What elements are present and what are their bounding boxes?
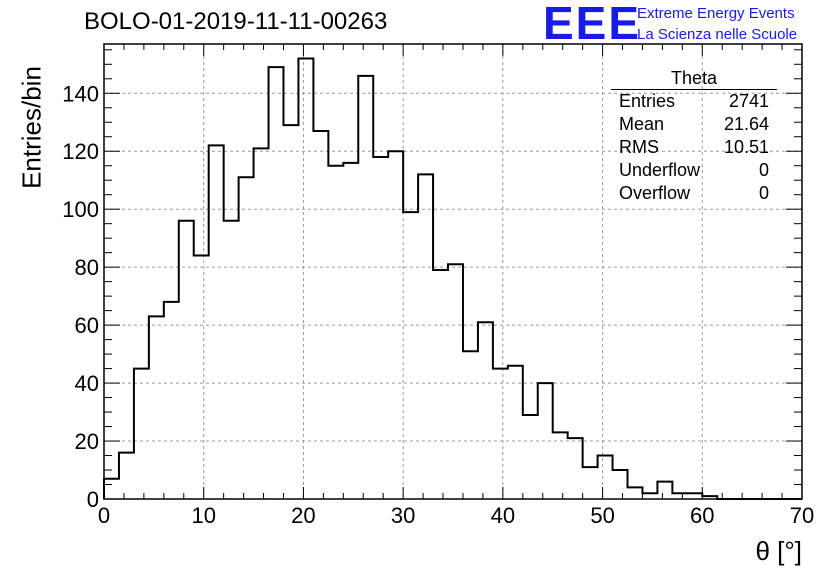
- y-tick-label: 60: [75, 313, 99, 338]
- x-axis-label: θ [°]: [755, 536, 802, 566]
- y-tick-label: 0: [87, 487, 99, 512]
- histogram-line: [103, 57, 802, 500]
- stats-value: 2741: [728, 91, 769, 111]
- logo-line-2: La Scienza nelle Scuole: [637, 26, 798, 43]
- x-tick-label: 0: [98, 503, 110, 528]
- y-tick-label: 100: [62, 197, 99, 222]
- stats-label: RMS: [619, 137, 659, 157]
- stats-box: Theta Entries 2741 Mean 21.64 RMS 10.51 …: [611, 68, 777, 205]
- stats-row: Entries 2741: [611, 90, 777, 113]
- x-tick-label: 50: [590, 503, 614, 528]
- y-tick-label: 80: [75, 255, 99, 280]
- stats-label: Underflow: [619, 160, 701, 180]
- grid-lines: [104, 44, 802, 499]
- y-tick-label: 120: [62, 139, 99, 164]
- stats-value: 21.64: [723, 114, 769, 134]
- tick-labels: 0 10 20 30 40 50 60 70 0 20 40 60 80 100 120 140: [62, 81, 814, 528]
- x-tick-label: 70: [790, 503, 814, 528]
- plot-frame: [103, 43, 803, 500]
- y-axis-label: Entries/bin: [16, 66, 47, 189]
- logo-text: Extreme Energy Events La Scienza nelle S…: [637, 3, 797, 45]
- stats-value: 0: [758, 183, 769, 203]
- x-tick-label: 30: [391, 503, 415, 528]
- stats-row: Overflow 0: [611, 182, 777, 205]
- x-tick-label: 20: [291, 503, 315, 528]
- stats-value: 0: [758, 160, 769, 180]
- stats-name: Theta: [611, 68, 777, 90]
- stats-row: RMS 10.51: [611, 136, 777, 159]
- chart-title: BOLO-01-2019-11-11-00263: [84, 8, 388, 35]
- x-tick-label: 60: [690, 503, 714, 528]
- x-tick-label: 10: [191, 503, 215, 528]
- y-tick-label: 140: [62, 81, 99, 106]
- stats-label: Mean: [619, 114, 665, 134]
- eee-logo: EEE: [543, 0, 642, 49]
- axes: [103, 43, 803, 500]
- stats-row: Underflow 0: [611, 159, 777, 182]
- stats-label: Overflow: [619, 183, 691, 203]
- x-tick-label: 40: [491, 503, 515, 528]
- y-tick-label: 40: [75, 371, 99, 396]
- stats-label: Entries: [619, 91, 676, 111]
- logo-line-1: Extreme Energy Events: [637, 5, 795, 22]
- stats-value: 10.51: [723, 137, 769, 157]
- stats-row: Mean 21.64: [611, 113, 777, 136]
- y-tick-label: 20: [75, 429, 99, 454]
